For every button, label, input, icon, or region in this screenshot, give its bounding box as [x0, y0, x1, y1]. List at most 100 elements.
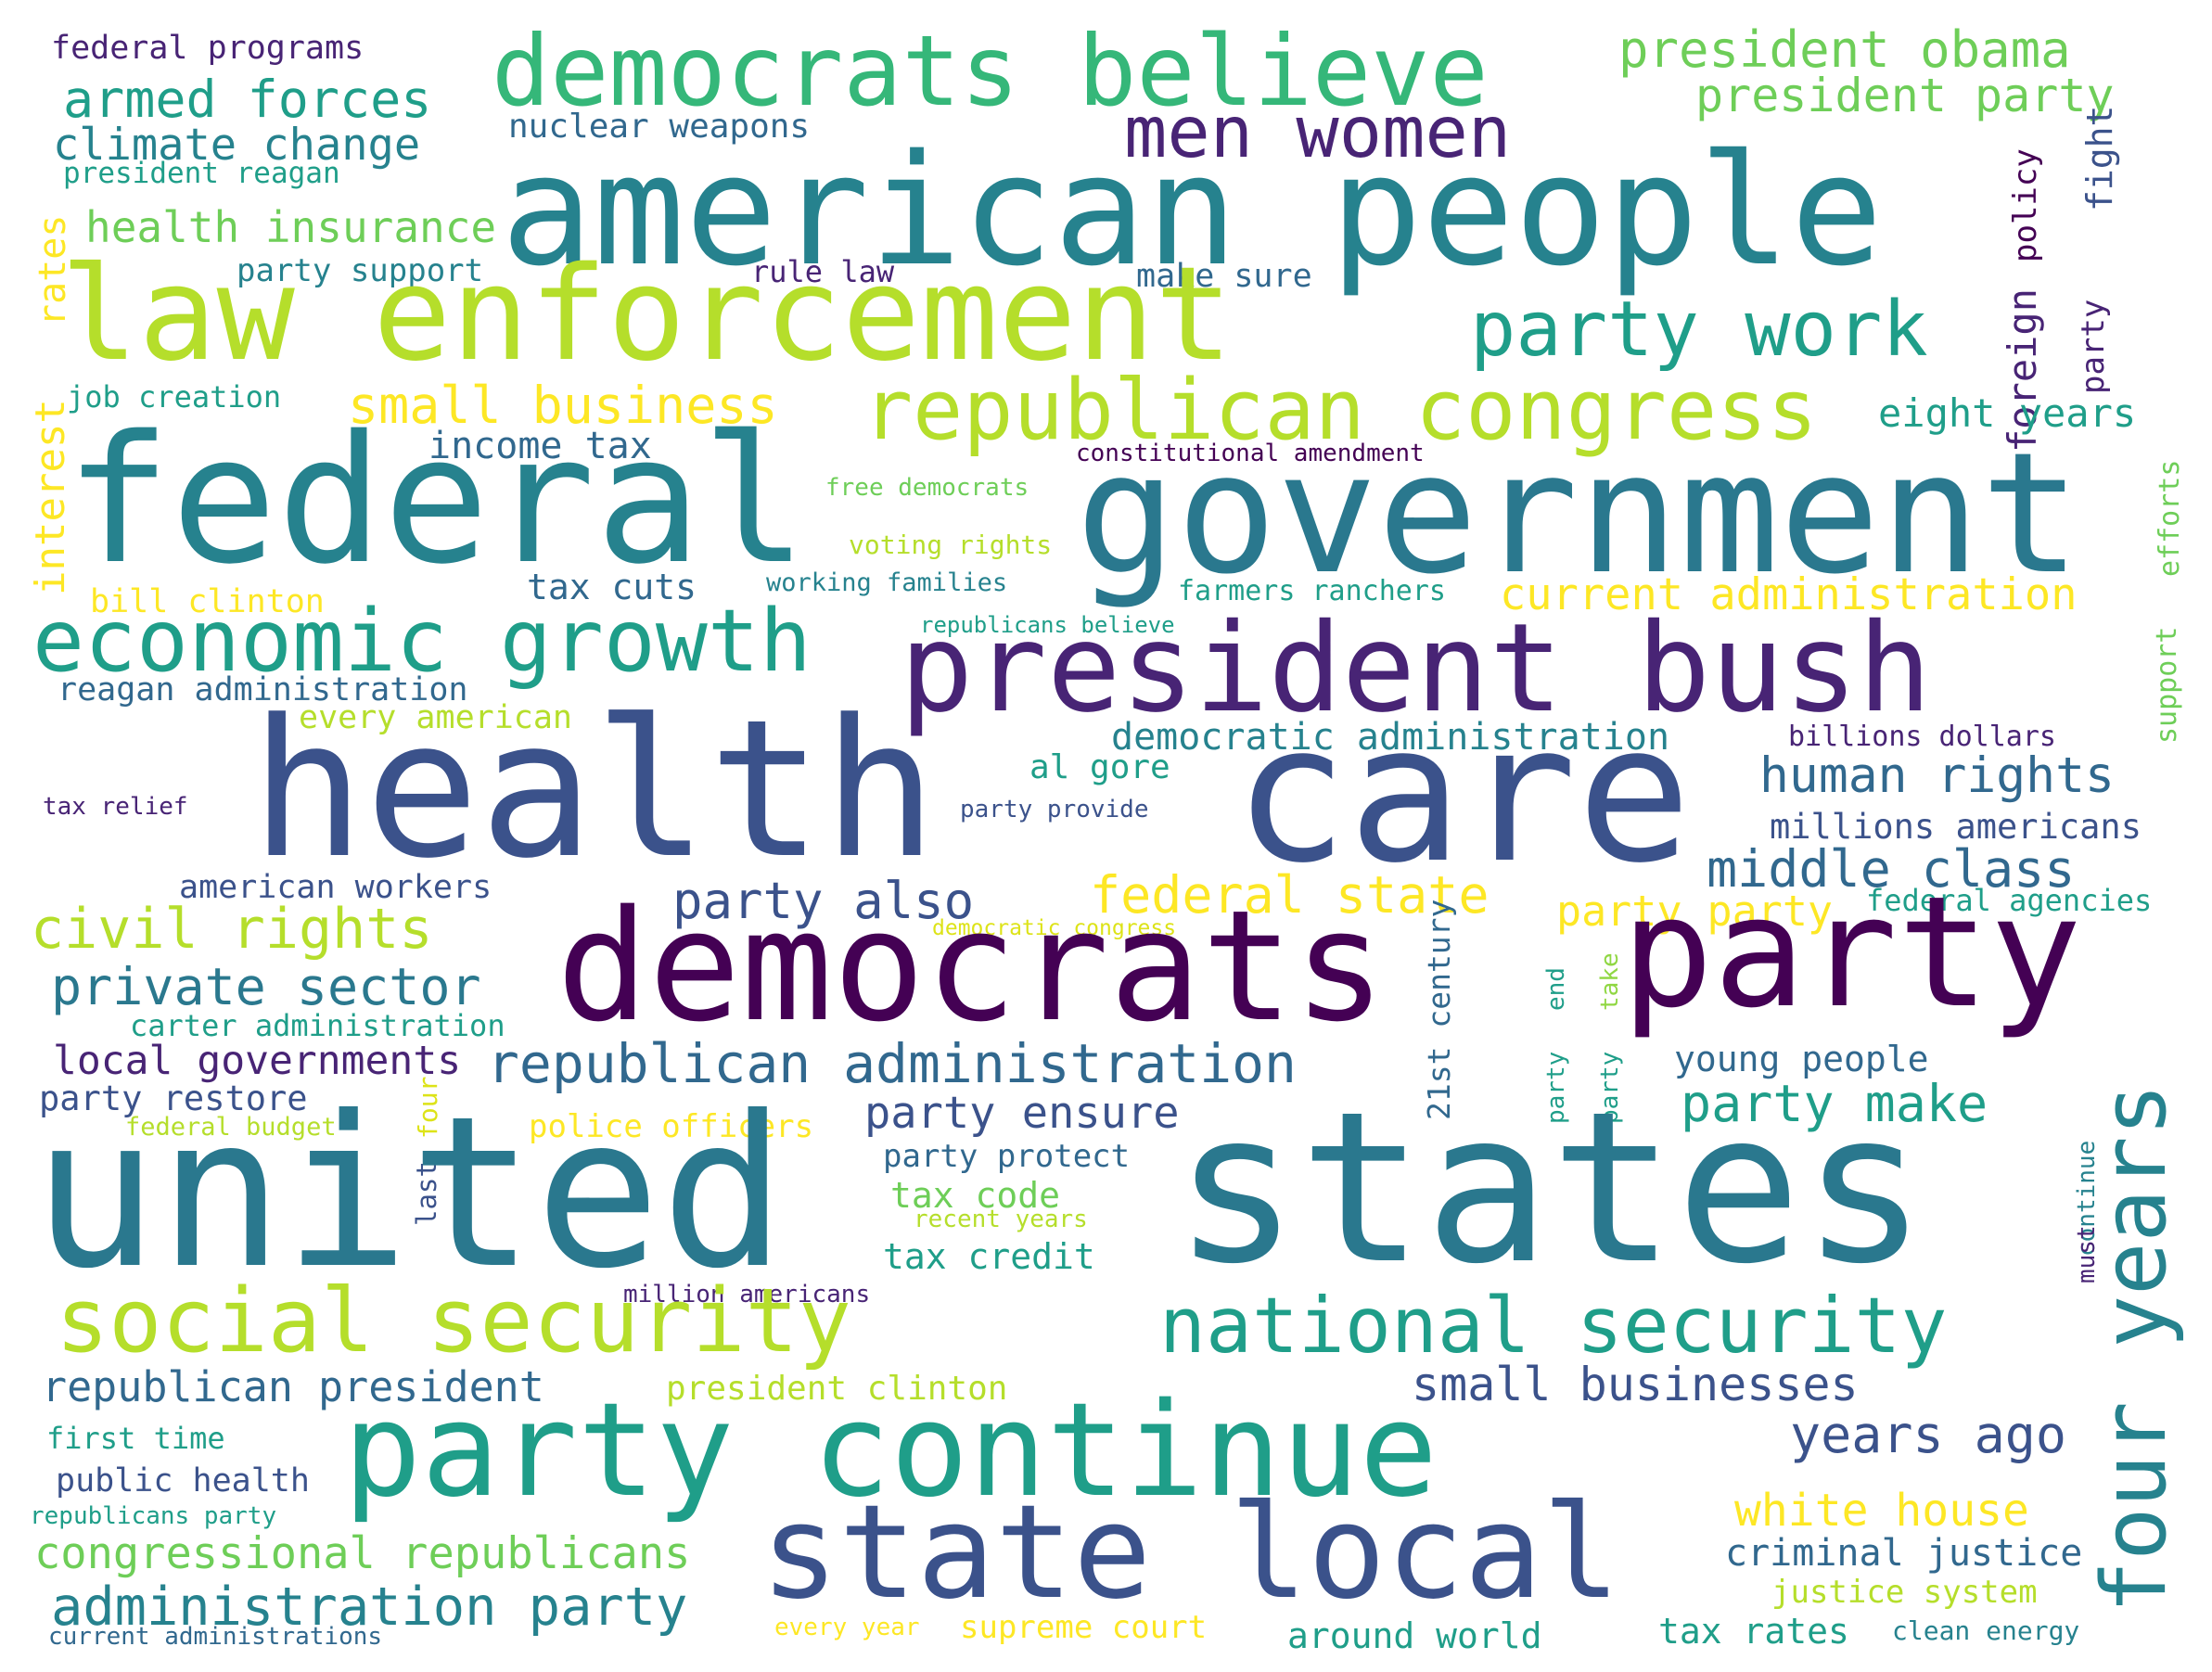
word-fight: fight [2079, 105, 2120, 211]
word-party-vertical-1: party [2075, 299, 2112, 394]
word-tax-cuts: tax cuts [527, 567, 697, 607]
word-years-ago: years ago [1790, 1405, 2067, 1464]
word-party-make: party make [1681, 1074, 1988, 1133]
word-farmers-ranchers: farmers ranchers [1178, 575, 1446, 607]
word-party-ensure: party ensure [864, 1088, 1180, 1139]
word-states: states [1173, 1067, 1927, 1310]
word-party-also: party also [672, 872, 975, 930]
word-party-restore: party restore [39, 1079, 308, 1118]
word-party-support: party support [237, 252, 484, 289]
word-party-continue: party continue [343, 1375, 1438, 1526]
word-carter-administration: carter administration [130, 1008, 505, 1043]
word-income-tax: income tax [428, 425, 652, 467]
word-clean-energy: clean energy [1892, 1615, 2080, 1646]
word-care: care [1234, 684, 1692, 905]
word-end: end [1542, 967, 1570, 1011]
word-millions-americans: millions americans [1770, 807, 2142, 847]
word-democrats-believe: democrats believe [492, 15, 1489, 128]
word-men-women: men women [1124, 92, 1512, 174]
word-federal-budget: federal budget [125, 1113, 337, 1142]
word-federal-agencies: federal agencies [1866, 883, 2153, 918]
word-party-work: party work [1470, 286, 1928, 374]
word-recent-years: recent years [914, 1206, 1088, 1233]
word-nuclear-weapons: nuclear weapons [508, 108, 811, 146]
word-small-businesses: small businesses [1412, 1358, 1859, 1411]
word-democratic-congress: democratic congress [932, 916, 1177, 940]
word-democrats: democrats [556, 877, 1387, 1055]
word-police-officers: police officers [529, 1108, 814, 1145]
word-reagan-administration: reagan administration [58, 671, 468, 708]
word-job-creation: job creation [67, 379, 282, 415]
word-every-year: every year [774, 1614, 920, 1641]
word-al-gore: al gore [1029, 748, 1170, 786]
word-middle-class: middle class [1707, 839, 2076, 899]
word-armed-forces: armed forces [63, 70, 432, 129]
word-american-workers: american workers [179, 869, 492, 906]
word-young-people: young people [1674, 1039, 1929, 1079]
word-four-years: four years [2084, 1083, 2186, 1614]
word-every-american: every american [299, 699, 573, 736]
word-efforts: efforts [2154, 459, 2186, 577]
word-republican-administration: republican administration [487, 1032, 1297, 1095]
word-united: united [32, 1072, 786, 1315]
word-white-house: white house [1734, 1485, 2029, 1537]
word-justice-system: justice system [1771, 1574, 2038, 1611]
word-civil-rights: civil rights [31, 897, 433, 962]
word-rule-law: rule law [751, 254, 895, 289]
word-party-protect: party protect [883, 1138, 1131, 1175]
word-federal-programs: federal programs [51, 30, 364, 67]
word-million-americans: million americans [623, 1281, 871, 1308]
word-party-party: party party [1556, 887, 1834, 936]
word-health-insurance: health insurance [85, 202, 497, 252]
word-president-clinton: president clinton [666, 1370, 1008, 1408]
word-federal: federal [65, 398, 808, 603]
word-state-local: state local [761, 1477, 1621, 1628]
word-administration-party: administration party [51, 1576, 688, 1638]
word-tax-credit: tax credit [883, 1236, 1095, 1277]
word-eight-years: eight years [1878, 390, 2137, 436]
word-tax-code: tax code [890, 1175, 1061, 1216]
word-criminal-justice: criminal justice [1725, 1532, 2083, 1575]
word-current-administration: current administration [1500, 569, 2078, 620]
word-climate-change: climate change [53, 120, 421, 171]
word-first-time: first time [46, 1421, 225, 1456]
word-national-security: national security [1159, 1281, 1948, 1371]
word-around-world: around world [1287, 1615, 1542, 1656]
word-billions-dollars: billions dollars [1788, 721, 2056, 753]
word-health: health [250, 680, 938, 900]
word-democratic-administration: democratic administration [1111, 716, 1670, 759]
word-social-security: social security [56, 1270, 851, 1372]
word-president-reagan: president reagan [63, 157, 340, 190]
word-make-sure: make sure [1136, 258, 1312, 295]
word-small-business: small business [348, 376, 778, 435]
word-republicans-believe: republicans believe [920, 612, 1175, 638]
word-tax-rates: tax rates [1658, 1611, 1849, 1652]
word-congressional-republicans: congressional republicans [34, 1528, 691, 1579]
word-american-people: american people [501, 121, 1884, 300]
word-free-democrats: free democrats [825, 474, 1029, 502]
word-policy: policy [2007, 148, 2044, 262]
word-supreme-court: supreme court [960, 1609, 1208, 1646]
word-republican-congress: republican congress [863, 362, 1818, 459]
word-constitutional-amendment: constitutional amendment [1076, 440, 1425, 467]
word-support: support [2151, 626, 2183, 744]
word-human-rights: human rights [1759, 747, 2115, 804]
word-tax-relief: tax relief [43, 793, 188, 821]
word-working-families: working families [766, 568, 1008, 597]
word-voting-rights: voting rights [849, 530, 1053, 560]
word-current-administrations: current administrations [48, 1623, 383, 1651]
word-party-large: party [1621, 863, 2082, 1041]
word-president-party: president party [1695, 69, 2115, 122]
word-federal-state: federal state [1090, 865, 1490, 925]
word-government: government [1076, 417, 2081, 611]
word-republicans-party: republicans party [30, 1502, 277, 1530]
word-law-enforcement: law enforcement [60, 239, 1234, 390]
word-must: must [2073, 1225, 2101, 1283]
word-local-governments: local governments [53, 1038, 462, 1084]
word-republican-president: republican president [42, 1362, 544, 1411]
word-party-provide: party provide [960, 796, 1149, 823]
word-economic-growth: economic growth [32, 591, 812, 691]
word-public-health: public health [56, 1462, 310, 1500]
word-private-sector: private sector [51, 957, 481, 1016]
